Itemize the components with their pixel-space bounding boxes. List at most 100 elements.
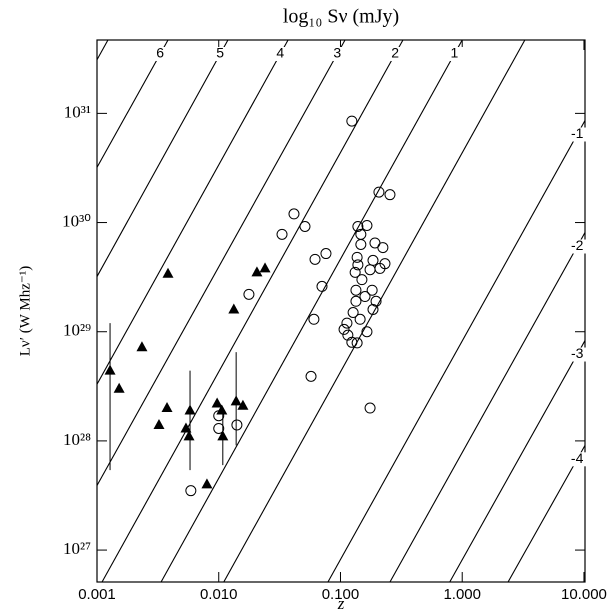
- circle-point: [346, 115, 358, 127]
- contour-label: 3: [333, 45, 341, 61]
- triangle-point: [216, 404, 228, 415]
- circle-point: [367, 254, 379, 266]
- triangle-point: [237, 399, 249, 410]
- circle-point: [351, 251, 363, 263]
- contour-line: [507, 445, 586, 583]
- circle-point: [213, 410, 225, 422]
- circle-point: [377, 242, 389, 254]
- contour-label-bg: [151, 46, 170, 61]
- triangle-point: [183, 430, 195, 441]
- contour-label: 6: [156, 45, 164, 61]
- contour-label: 4: [276, 45, 284, 61]
- circle-point: [243, 288, 255, 300]
- circle-point: [384, 189, 396, 201]
- circle-point: [185, 485, 197, 497]
- contour-line: [327, 120, 586, 583]
- x-tick-label: 0.010: [200, 586, 238, 603]
- contour-line: [96, 39, 346, 486]
- contour-label-bg: [445, 46, 464, 61]
- circle-point: [346, 336, 358, 348]
- y-axis-label: Lν′ (W Mhz⁻¹): [17, 266, 33, 357]
- triangle-point: [230, 395, 242, 406]
- circle-point: [351, 337, 363, 349]
- x-tick-label: 0.001: [78, 586, 116, 603]
- triangle-point: [201, 478, 213, 489]
- circle-point: [341, 317, 353, 329]
- circle-point: [367, 303, 379, 315]
- triangle-point: [136, 341, 148, 352]
- circle-point: [355, 238, 367, 250]
- triangle-point: [180, 422, 192, 433]
- contour-label-bg: [271, 46, 290, 61]
- contour-line: [223, 39, 526, 583]
- circle-point: [316, 280, 328, 292]
- triangle-point: [104, 364, 116, 375]
- contour-label: -1: [571, 125, 584, 141]
- circle-point: [308, 313, 320, 325]
- contour-line: [96, 39, 289, 385]
- contour-line: [101, 39, 404, 583]
- x-tick-label: 1.000: [443, 586, 481, 603]
- circle-point: [299, 221, 311, 233]
- circle-point: [361, 219, 373, 231]
- contour-label: -3: [571, 345, 584, 361]
- circle-point: [349, 266, 361, 278]
- circle-point: [359, 291, 371, 303]
- y-tick-label: 10³¹: [64, 102, 91, 121]
- triangle-point: [217, 430, 229, 441]
- triangle-point: [211, 397, 223, 408]
- triangle-point: [162, 267, 174, 278]
- circle-point: [373, 186, 385, 198]
- circle-point: [354, 313, 366, 325]
- contour-label: 1: [451, 45, 459, 61]
- circle-point: [309, 253, 321, 265]
- circle-point: [352, 221, 364, 233]
- contour-label: 2: [391, 45, 399, 61]
- x-tick-label: 0.100: [322, 586, 360, 603]
- contour-label: -2: [571, 237, 584, 253]
- contour-label-bg: [568, 347, 587, 362]
- contour-label-bg: [328, 46, 347, 61]
- circle-point: [364, 402, 376, 414]
- circle-point: [288, 208, 300, 220]
- contour-label-bg: [568, 239, 587, 254]
- circle-point: [370, 295, 382, 307]
- contour-line: [96, 39, 109, 60]
- contour-line: [389, 232, 586, 583]
- contour-line: [160, 39, 463, 583]
- triangle-point: [113, 382, 125, 393]
- y-tick-label: 10²⁸: [63, 430, 91, 449]
- circle-point: [231, 419, 243, 431]
- circle-point: [213, 422, 225, 434]
- circle-point: [364, 264, 376, 276]
- contour-label-bg: [568, 127, 587, 142]
- circle-point: [366, 284, 378, 296]
- x-tick-label: 10.000: [561, 586, 607, 603]
- contour-label-bg: [386, 46, 405, 61]
- triangle-point: [251, 266, 263, 277]
- y-tick-label: 10²⁷: [63, 539, 91, 558]
- circle-point: [355, 228, 367, 240]
- circle-point: [356, 274, 368, 286]
- circle-point: [320, 248, 332, 260]
- circle-point: [276, 228, 288, 240]
- contour-line: [96, 39, 229, 277]
- triangle-point: [228, 303, 240, 314]
- y-tick-label: 10³⁰: [62, 211, 91, 230]
- triangle-point: [153, 418, 165, 429]
- circle-point: [347, 307, 359, 319]
- contour-label: -4: [571, 450, 584, 466]
- contour-label-bg: [568, 452, 587, 467]
- triangle-point: [259, 262, 271, 273]
- contour-label: 5: [216, 45, 224, 61]
- circle-point: [338, 323, 350, 335]
- y-tick-label: 10²⁹: [63, 321, 91, 340]
- x-axis-label: z: [337, 594, 345, 613]
- chart-title: log₁₀ Sν (mJy): [283, 6, 399, 28]
- contour-line: [96, 39, 169, 168]
- plot-frame: [96, 39, 586, 583]
- circle-point: [350, 284, 362, 296]
- circle-point: [361, 326, 373, 338]
- circle-point: [350, 295, 362, 307]
